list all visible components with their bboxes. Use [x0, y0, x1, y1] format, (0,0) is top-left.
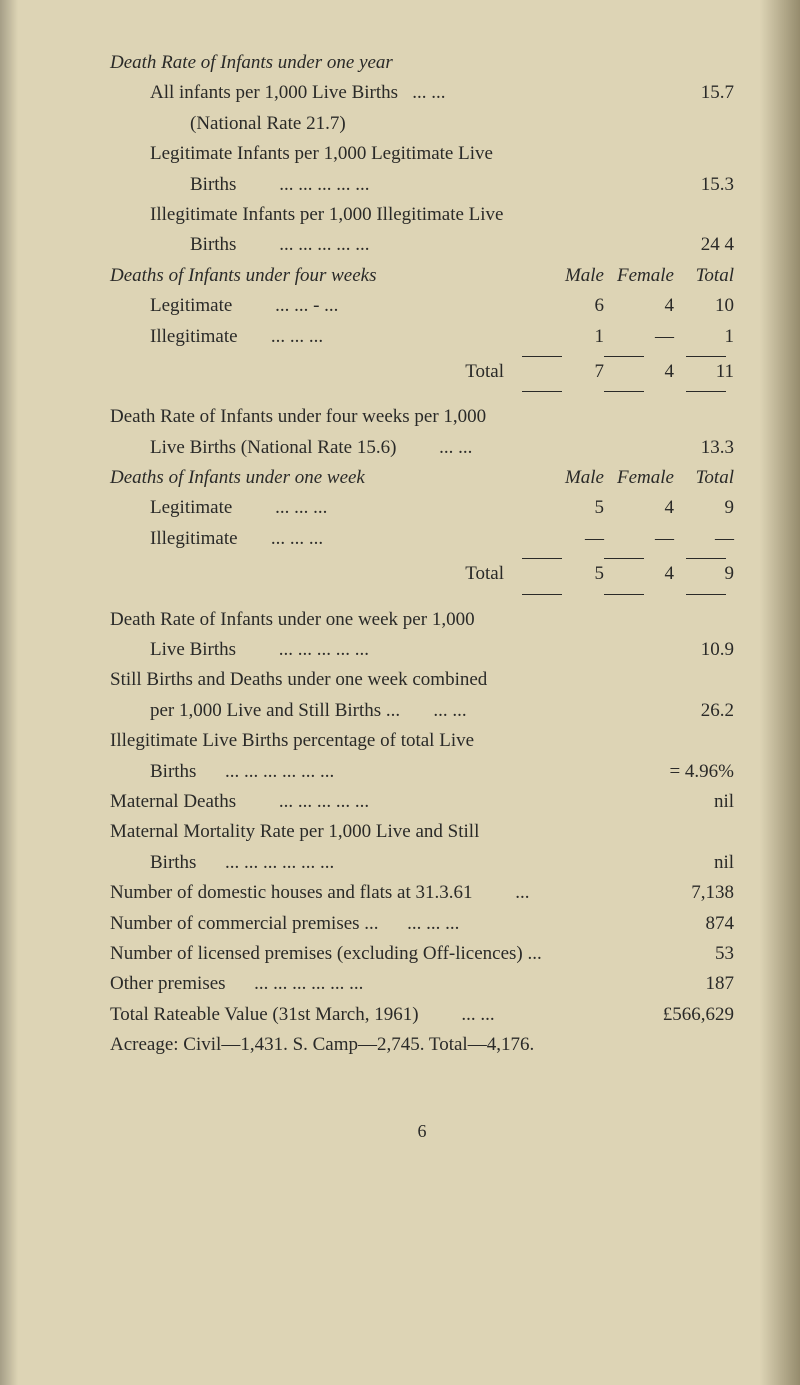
stat-label: Births ... ... ... ... ... ... [150, 848, 654, 878]
stat-label: Still Births and Deaths under one week c… [110, 665, 734, 695]
cell: 11 [674, 357, 734, 387]
page-number: 6 [110, 1117, 734, 1146]
cell: — [674, 524, 734, 554]
table-title: Deaths of Infants under one week [110, 463, 544, 493]
stat-value: 26.2 [654, 696, 734, 726]
stat-value: 15.7 [654, 78, 734, 108]
stat-value: = 4.96% [654, 757, 734, 787]
rule [522, 391, 562, 392]
stat-label: Illegitimate Live Births percentage of t… [110, 726, 734, 756]
rule [686, 594, 726, 595]
stat-row: All infants per 1,000 Live Births ... ..… [110, 78, 734, 108]
stat-label: Other premises ... ... ... ... ... ... [110, 969, 654, 999]
cell: 7 [544, 357, 604, 387]
section-title: Death Rate of Infants under one year [110, 48, 734, 78]
cell: 4 [604, 291, 674, 321]
stat-label: Maternal Mortality Rate per 1,000 Live a… [110, 817, 734, 847]
col-header: Male [544, 261, 604, 291]
stat-value: 7,138 [654, 878, 734, 908]
cell: — [544, 524, 604, 554]
stat-label: Death Rate of Infants under four weeks p… [110, 402, 734, 432]
rule [522, 594, 562, 595]
stat-row: Other premises ... ... ... ... ... ... 1… [110, 969, 734, 999]
stat-row: Births ... ... ... ... ... 24 4 [110, 230, 734, 260]
stat-value: 874 [654, 909, 734, 939]
cell: — [604, 322, 674, 352]
stat-label: Acreage: Civil—1,431. S. Camp—2,745. Tot… [110, 1030, 734, 1060]
cell: 5 [544, 493, 604, 523]
cell: 1 [544, 322, 604, 352]
stat-label: Legitimate Infants per 1,000 Legitimate … [110, 139, 734, 169]
stat-label: Number of domestic houses and flats at 3… [110, 878, 654, 908]
col-header: Female [604, 261, 674, 291]
stat-label: per 1,000 Live and Still Births ... ... … [150, 696, 654, 726]
table-header: Deaths of Infants under one week Male Fe… [110, 463, 734, 493]
stat-label: Number of commercial premises ... ... ..… [110, 909, 654, 939]
total-label: Total [110, 357, 544, 387]
table-row: Legitimate ... ... ... 5 4 9 [110, 493, 734, 523]
cell: 1 [674, 322, 734, 352]
stat-label: Maternal Deaths ... ... ... ... ... [110, 787, 654, 817]
table-row: Illegitimate ... ... ... 1 — 1 [110, 322, 734, 352]
stat-value: £566,629 [654, 1000, 734, 1030]
cell: 6 [544, 291, 604, 321]
table-title: Deaths of Infants under four weeks [110, 261, 544, 291]
stat-label: Total Rateable Value (31st March, 1961) … [110, 1000, 654, 1030]
rule [604, 594, 644, 595]
stat-value: nil [654, 848, 734, 878]
rule [686, 391, 726, 392]
table-total: Total 7 4 11 [110, 357, 734, 387]
table-row: Illegitimate ... ... ... — — — [110, 524, 734, 554]
stat-label: Live Births (National Rate 15.6) ... ... [150, 433, 654, 463]
cell: 5 [544, 559, 604, 589]
stat-label: Births ... ... ... ... ... ... [150, 757, 654, 787]
total-label: Total [110, 559, 544, 589]
col-header: Female [604, 463, 674, 493]
stat-row: Number of licensed premises (excluding O… [110, 939, 734, 969]
stat-label: Death Rate of Infants under one week per… [110, 605, 734, 635]
stat-row: Births ... ... ... ... ... ... nil [110, 848, 734, 878]
stat-row: Live Births ... ... ... ... ... 10.9 [110, 635, 734, 665]
rule [604, 391, 644, 392]
stat-row: Live Births (National Rate 15.6) ... ...… [110, 433, 734, 463]
table-header: Deaths of Infants under four weeks Male … [110, 261, 734, 291]
stat-row: Number of domestic houses and flats at 3… [110, 878, 734, 908]
stat-label: Live Births ... ... ... ... ... [150, 635, 654, 665]
stat-label: Number of licensed premises (excluding O… [110, 939, 654, 969]
cell: 4 [604, 559, 674, 589]
stat-note: (National Rate 21.7) [110, 109, 734, 139]
col-header: Male [544, 463, 604, 493]
cell: 4 [604, 357, 674, 387]
stat-row: per 1,000 Live and Still Births ... ... … [110, 696, 734, 726]
stat-value: 187 [654, 969, 734, 999]
stat-row: Births ... ... ... ... ... ... = 4.96% [110, 757, 734, 787]
stat-label: Births ... ... ... ... ... [190, 230, 654, 260]
stat-value: nil [654, 787, 734, 817]
cell: 10 [674, 291, 734, 321]
stat-row: Number of commercial premises ... ... ..… [110, 909, 734, 939]
cell: 9 [674, 493, 734, 523]
stat-label: Births ... ... ... ... ... [190, 170, 654, 200]
stat-row: Maternal Deaths ... ... ... ... ... nil [110, 787, 734, 817]
col-header: Total [674, 261, 734, 291]
cell: — [604, 524, 674, 554]
stat-row: Total Rateable Value (31st March, 1961) … [110, 1000, 734, 1030]
col-header: Total [674, 463, 734, 493]
cell: 4 [604, 493, 674, 523]
table-row: Legitimate ... ... - ... 6 4 10 [110, 291, 734, 321]
table-total: Total 5 4 9 [110, 559, 734, 589]
stat-row: Births ... ... ... ... ... 15.3 [110, 170, 734, 200]
stat-value: 13.3 [654, 433, 734, 463]
stat-value: 53 [654, 939, 734, 969]
cell: 9 [674, 559, 734, 589]
stat-value: 24 4 [654, 230, 734, 260]
stat-value: 10.9 [654, 635, 734, 665]
stat-label: Illegitimate Infants per 1,000 Illegitim… [110, 200, 734, 230]
stat-label: All infants per 1,000 Live Births ... ..… [150, 78, 654, 108]
stat-value: 15.3 [654, 170, 734, 200]
